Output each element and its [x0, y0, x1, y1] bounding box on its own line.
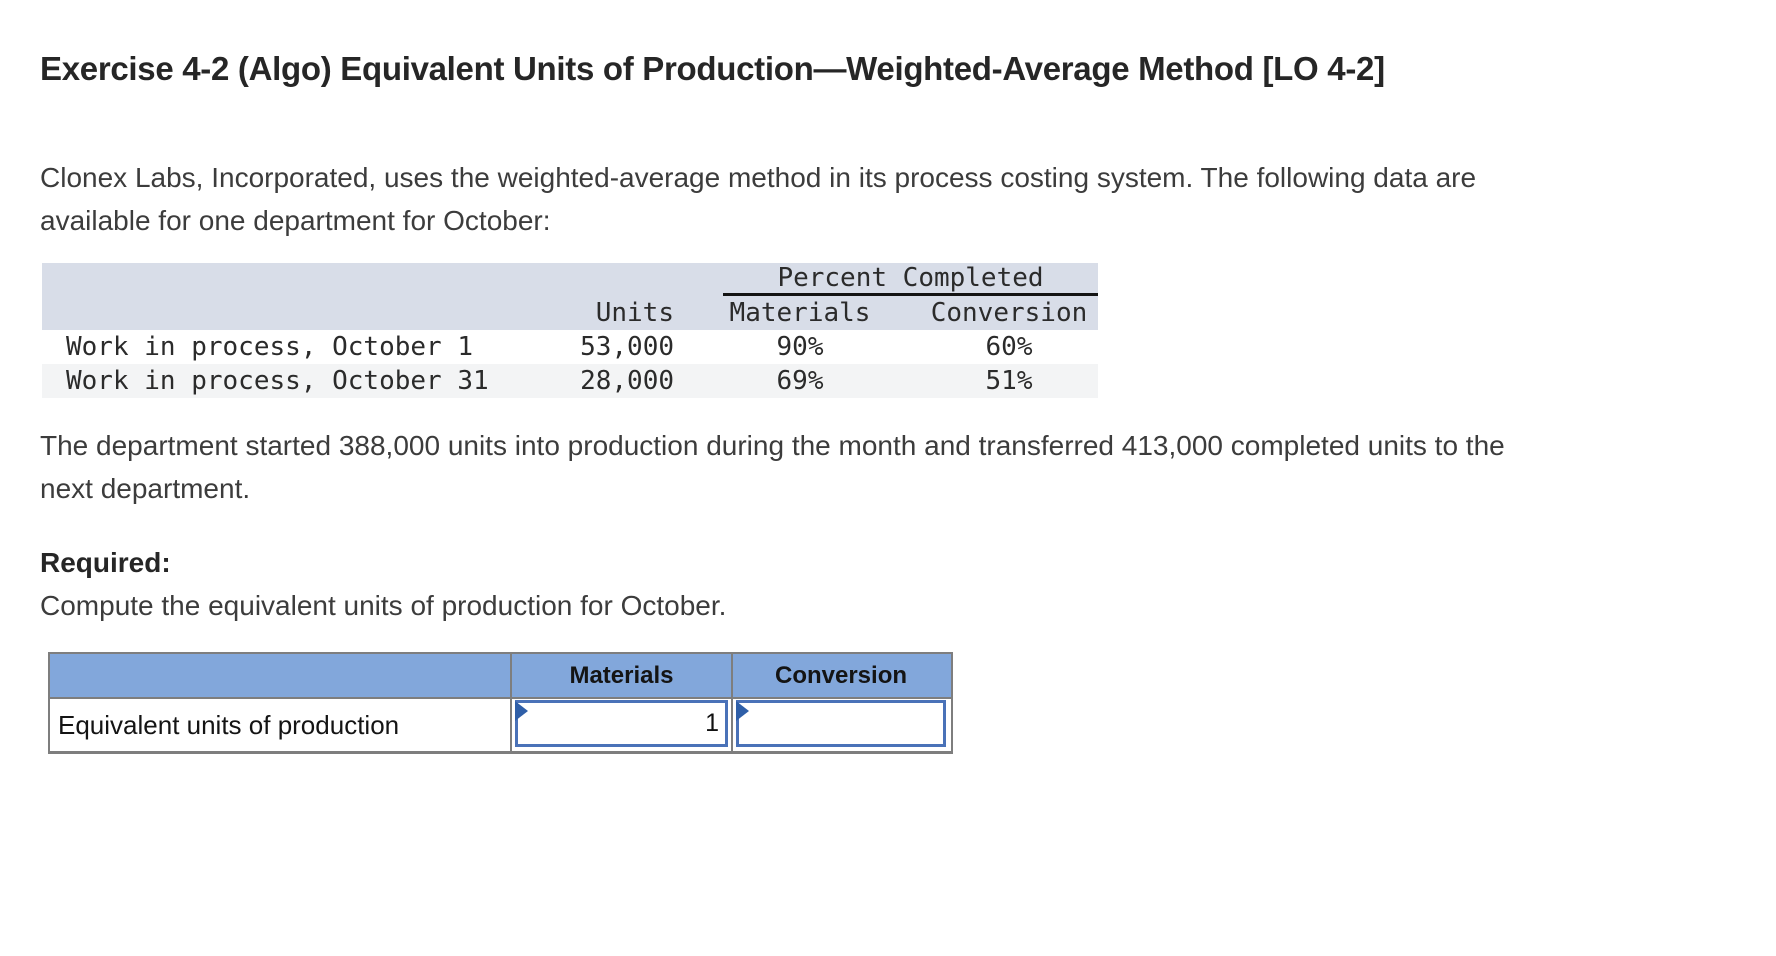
production-note-line-2: next department. [40, 473, 251, 504]
answer-header-materials: Materials [510, 654, 731, 697]
group-header-spacer [42, 263, 522, 296]
percent-completed-group-header: Percent Completed [723, 263, 1098, 296]
materials-input-cell[interactable] [510, 699, 731, 751]
materials-input[interactable] [515, 700, 728, 747]
answer-header-blank [50, 654, 510, 697]
production-note-paragraph: The department started 388,000 units int… [40, 424, 1505, 510]
required-instruction: Compute the equivalent units of producti… [40, 590, 727, 621]
units-value: 28,000 [580, 366, 674, 396]
row-label: Work in process, October 1 [66, 332, 473, 362]
materials-percent: 69% [776, 366, 824, 396]
column-header-row: Units Materials Conversion [42, 296, 1098, 330]
answer-table-body-row: Equivalent units of production [50, 697, 951, 751]
table-row-wip-october-1: Work in process, October 1 53,000 90% 60… [42, 330, 1098, 364]
production-note-line-1: The department started 388,000 units int… [40, 430, 1505, 461]
editable-cell-flag-icon [736, 701, 749, 721]
intro-line-2: available for one department for October… [40, 205, 551, 236]
page-title: Exercise 4-2 (Algo) Equivalent Units of … [40, 50, 1385, 87]
col-header-conversion: Conversion [930, 298, 1088, 328]
row-label: Work in process, October 31 [66, 366, 489, 396]
answer-header-conversion: Conversion [731, 654, 949, 697]
units-value: 53,000 [580, 332, 674, 362]
wip-data-table: Percent Completed Units Materials Conver… [42, 263, 1098, 398]
conversion-percent: 60% [985, 332, 1033, 362]
materials-percent: 90% [776, 332, 824, 362]
conversion-input-cell[interactable] [731, 699, 949, 751]
intro-paragraph: Clonex Labs, Incorporated, uses the weig… [40, 156, 1476, 242]
col-header-materials: Materials [729, 298, 871, 328]
col-header-units: Units [595, 298, 674, 328]
editable-cell-flag-icon [515, 701, 528, 721]
required-heading: Required: [40, 547, 171, 578]
group-header-row: Percent Completed [42, 263, 1098, 296]
intro-line-1: Clonex Labs, Incorporated, uses the weig… [40, 162, 1477, 193]
conversion-input[interactable] [736, 700, 946, 747]
answer-row-label: Equivalent units of production [50, 699, 510, 751]
answer-table: Materials Conversion Equivalent units of… [48, 652, 953, 754]
answer-table-header-row: Materials Conversion [50, 654, 951, 697]
table-row-wip-october-31: Work in process, October 31 28,000 69% 5… [42, 364, 1098, 398]
conversion-percent: 51% [985, 366, 1033, 396]
